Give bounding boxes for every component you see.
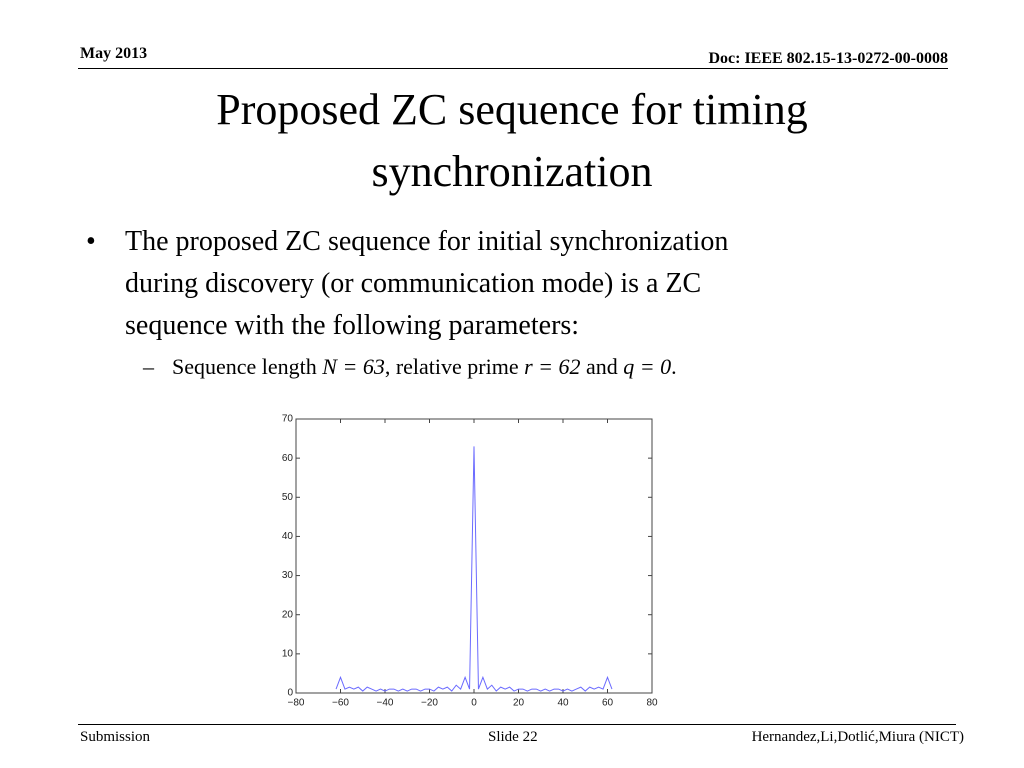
x-tick-label: −80 — [288, 698, 305, 709]
x-tick-label: 0 — [471, 698, 477, 709]
bullet-line: during discovery (or communication mode)… — [125, 268, 702, 299]
x-tick-label: 80 — [646, 698, 658, 709]
chart: 0 10 20 30 40 50 60 70 −80 −60 −40 −20 0 20 40 60 80 — [282, 414, 658, 709]
sub-bullet-run: , relative prime — [384, 354, 525, 379]
y-tick-label: 40 — [282, 531, 294, 542]
y-tick-label: 10 — [282, 648, 294, 659]
footer-left: Submission — [80, 729, 151, 745]
sub-bullet-run: and — [580, 354, 624, 379]
sub-bullet: Sequence length N = 63, relative prime r… — [172, 354, 677, 380]
sub-bullet-run: . — [671, 354, 677, 379]
header-rule — [78, 68, 948, 69]
footer-right: Hernandez,Li,Dotlić,Miura (NICT) — [751, 729, 964, 745]
y-tick-label: 0 — [287, 688, 293, 699]
y-tick-label: 30 — [282, 570, 294, 581]
title-line: Proposed ZC sequence for timing — [216, 85, 808, 134]
x-tick-label: −40 — [377, 698, 394, 709]
x-tick-label: 60 — [602, 698, 614, 709]
header-date: May 2013 — [80, 45, 148, 62]
x-tick-label: −60 — [332, 698, 349, 709]
y-tick-label: 20 — [282, 609, 294, 620]
bullet-line: sequence with the following parameters: — [125, 310, 580, 341]
data-line — [335, 446, 613, 692]
sub-bullet-run: r = 62 — [524, 354, 581, 379]
header-doc: Doc: IEEE 802.15-13-0272-00-0008 — [708, 50, 948, 67]
y-tick-label: 50 — [282, 492, 294, 503]
y-tick-label: 60 — [282, 453, 294, 464]
footer-center: Slide 22 — [488, 729, 538, 745]
sub-bullet-symbol: – — [143, 354, 154, 379]
sub-bullet-run: N = 63 — [322, 354, 385, 379]
x-tick-label: −20 — [421, 698, 438, 709]
title-line: synchronization — [371, 147, 653, 196]
bullet-symbol: • — [86, 226, 96, 257]
x-tick-label: 20 — [513, 698, 525, 709]
footer-rule — [78, 724, 956, 725]
sub-bullet-run: Sequence length — [172, 354, 323, 379]
bullet-line: The proposed ZC sequence for initial syn… — [125, 226, 729, 257]
y-tick-label: 70 — [282, 414, 294, 425]
sub-bullet-run: q = 0 — [623, 354, 672, 379]
x-tick-label: 40 — [557, 698, 569, 709]
